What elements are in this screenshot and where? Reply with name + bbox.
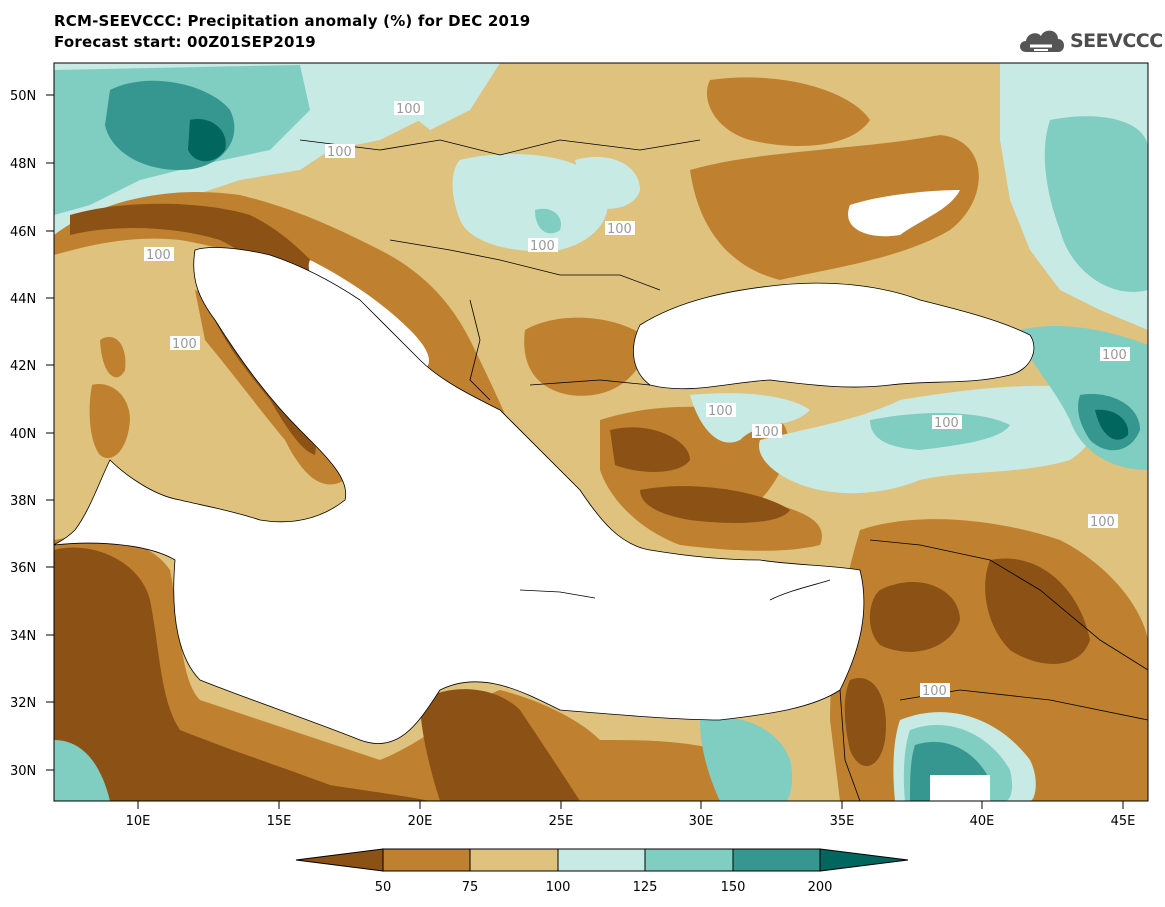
- lon-label: 30E: [689, 814, 714, 829]
- contour-label-100: 100: [754, 425, 779, 440]
- field-50-75: [100, 336, 126, 378]
- field-50-75: [89, 384, 130, 459]
- contour-label-100: 100: [327, 145, 352, 160]
- field-125-150: [1044, 116, 1148, 292]
- data-gap: [930, 775, 990, 801]
- field-below-50: [844, 678, 886, 767]
- lat-label: 36N: [10, 561, 36, 576]
- colorbar: [295, 848, 909, 872]
- lat-label: 40N: [10, 427, 36, 442]
- contour-label-100: 100: [172, 337, 197, 352]
- field-above-200: [1095, 409, 1129, 440]
- colorbar-tick: 50: [375, 880, 392, 895]
- colorbar-labels: 50 75 100 125 150 200: [375, 880, 833, 895]
- colorbar-tick: 75: [462, 880, 479, 895]
- lat-label: 34N: [10, 629, 36, 644]
- adriatic-sea: [308, 260, 429, 375]
- colorbar-segment-above-200: [819, 848, 909, 872]
- lat-label: 44N: [10, 292, 36, 307]
- colorbar-segment-125-150: [644, 848, 734, 872]
- contour-label-100: 100: [607, 222, 632, 237]
- contour-label-100: 100: [1090, 515, 1115, 530]
- field-below-50: [54, 547, 430, 801]
- colorbar-tick: 150: [721, 880, 746, 895]
- mediterranean-sea: [54, 247, 864, 744]
- colorbar-segment-150-200: [732, 848, 821, 872]
- sea-of-azov: [848, 190, 960, 237]
- field-50-75: [690, 135, 979, 280]
- map-field: [54, 63, 1148, 801]
- lon-label: 45E: [1111, 814, 1136, 829]
- colorbar-segment-75-100: [469, 848, 559, 872]
- cloud-icon: [1020, 30, 1064, 52]
- lon-label: 10E: [126, 814, 151, 829]
- lon-label: 20E: [408, 814, 433, 829]
- field-100-125: [400, 63, 500, 130]
- lat-label: 30N: [10, 764, 36, 779]
- field-100-125: [575, 156, 640, 209]
- latitude-axis: 50N 48N 46N 44N 42N 40N 38N 36N 34N 32N …: [10, 89, 54, 779]
- lon-label: 25E: [549, 814, 574, 829]
- lat-label: 48N: [10, 157, 36, 172]
- chart-title: RCM-SEEVCCC: Precipitation anomaly (%) f…: [54, 12, 531, 30]
- contour-label-100: 100: [146, 248, 171, 263]
- field-100-125: [452, 154, 608, 252]
- contour-label-100: 100: [530, 239, 555, 254]
- field-125-150: [535, 208, 561, 234]
- field-50-75: [706, 77, 870, 146]
- colorbar-segment-100-125: [557, 848, 646, 872]
- longitude-axis: 10E 15E 20E 25E 30E 35E 40E 45E: [126, 801, 1136, 829]
- field-125-150: [700, 717, 793, 801]
- contour-label-100: 100: [708, 404, 733, 419]
- forecast-start-label: Forecast start: 00Z01SEP2019: [54, 33, 316, 51]
- lon-label: 40E: [970, 814, 995, 829]
- colorbar-tick: 200: [808, 880, 833, 895]
- field-below-50: [420, 689, 580, 801]
- field-125-150: [54, 740, 110, 801]
- contour-label-100: 100: [1102, 348, 1127, 363]
- lat-label: 38N: [10, 494, 36, 509]
- colorbar-segment-below-50: [295, 848, 384, 872]
- contour-label-100: 100: [934, 416, 959, 431]
- coastlines: [54, 139, 1148, 801]
- colorbar-segment-50-75: [382, 848, 471, 872]
- map-frame: [53, 62, 1149, 802]
- lat-label: 46N: [10, 225, 36, 240]
- logo-text: SEEVCCC: [1070, 30, 1163, 52]
- colorbar-tick: 125: [633, 880, 658, 895]
- field-below-50: [640, 486, 790, 523]
- colorbar-tick: 100: [546, 880, 571, 895]
- field-50-75: [524, 317, 650, 396]
- lat-label: 32N: [10, 696, 36, 711]
- field-above-200: [188, 119, 226, 162]
- contour-label-100: 100: [922, 684, 947, 699]
- field-below-50: [610, 427, 690, 472]
- lon-label: 15E: [267, 814, 292, 829]
- field-below-50: [869, 581, 960, 652]
- field-below-50: [985, 558, 1090, 664]
- lat-label: 42N: [10, 359, 36, 374]
- seevccc-logo: SEEVCCC: [1016, 24, 1163, 58]
- lon-label: 35E: [830, 814, 855, 829]
- lat-label: 50N: [10, 89, 36, 104]
- black-sea: [633, 283, 1034, 389]
- contour-label-100: 100: [396, 102, 421, 117]
- contour-labels: 100 100 100 100 100 100 100 100 100 100 …: [144, 101, 1130, 699]
- field-125-150: [870, 413, 1010, 450]
- field-50-75: [54, 536, 720, 801]
